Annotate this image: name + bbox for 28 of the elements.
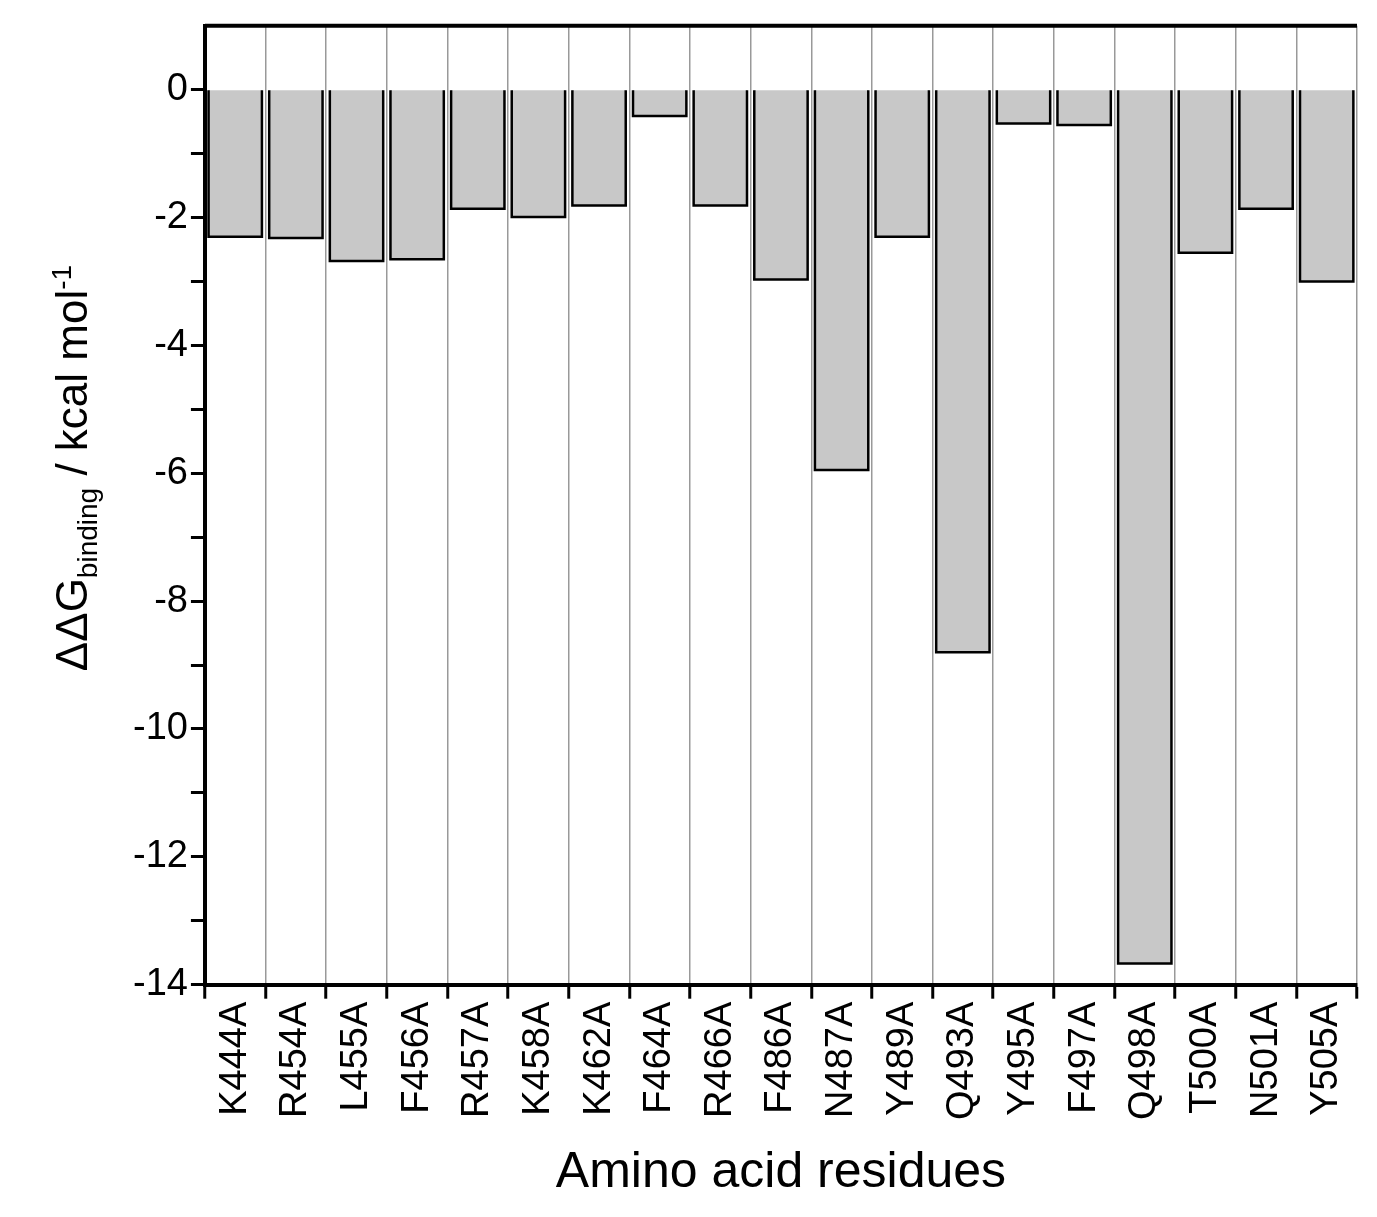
x-tick-label: R466A (696, 1001, 739, 1118)
x-tick-label: K458A (514, 1001, 557, 1116)
x-tick-label: T500A (1181, 1001, 1224, 1114)
x-tick-label: K462A (575, 1001, 618, 1116)
y-tick-label: -4 (154, 321, 188, 364)
y-tick-label: -6 (154, 449, 188, 492)
y-tick-label: -2 (154, 194, 188, 237)
x-tick-label: N487A (818, 1001, 861, 1118)
x-tick-label: F456A (393, 1001, 436, 1114)
x-tick-label: Y505A (1303, 1001, 1346, 1116)
x-tick-label: Y489A (878, 1001, 921, 1116)
x-axis-title: Amino acid residues (555, 1141, 1007, 1198)
x-tick-label: F464A (636, 1001, 679, 1114)
x-tick-label: R454A (272, 1001, 315, 1118)
y-tick-label: -10 (133, 705, 188, 748)
x-tick-label: F497A (1060, 1001, 1103, 1114)
x-tick-label: L455A (333, 1001, 375, 1112)
y-tick-label: -12 (133, 833, 188, 876)
x-tick-label: K444A (211, 1001, 254, 1116)
y-tick-label: 0 (166, 66, 188, 109)
y-tick-label: -8 (154, 577, 188, 620)
x-tick-label: F486A (757, 1001, 800, 1114)
x-tick-label: Q493A (939, 1001, 982, 1121)
x-tick-label: R457A (454, 1001, 497, 1118)
x-tick-label: N501A (1242, 1001, 1285, 1118)
x-tick-label: Y495A (999, 1001, 1042, 1116)
y-tick-label: -14 (133, 961, 188, 1004)
x-tick-label: Q498A (1121, 1001, 1164, 1121)
